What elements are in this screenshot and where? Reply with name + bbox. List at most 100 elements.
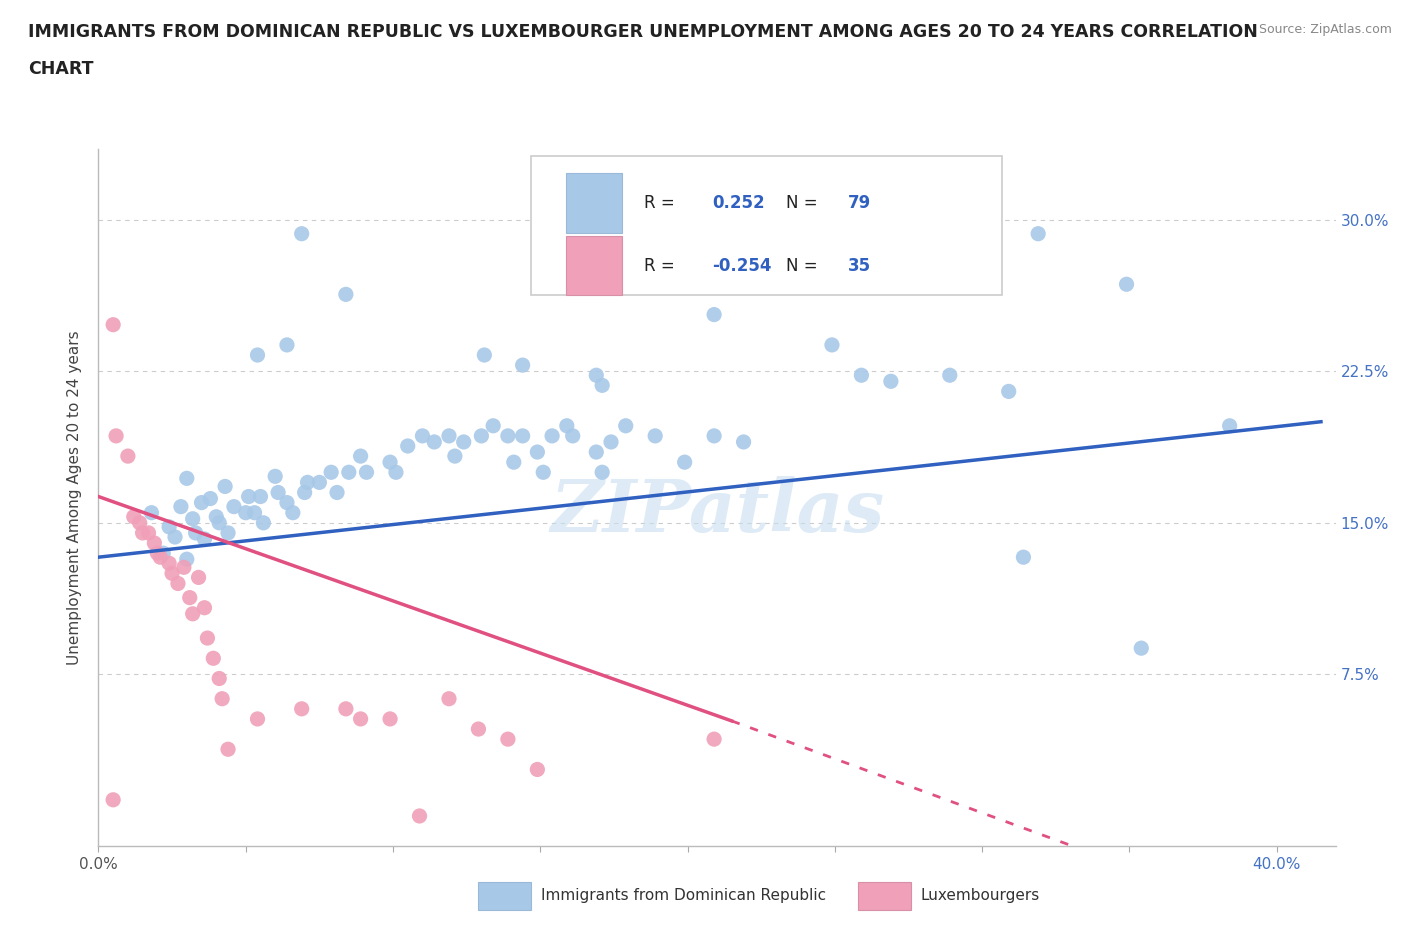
- Point: [193, 532, 215, 547]
- Point: [122, 510, 145, 525]
- Point: [190, 495, 212, 510]
- Point: [526, 445, 548, 459]
- Point: [173, 560, 195, 575]
- Point: [1012, 550, 1035, 565]
- Text: ZIPatlas: ZIPatlas: [550, 476, 884, 547]
- Point: [733, 434, 755, 449]
- Point: [337, 465, 360, 480]
- Point: [197, 631, 219, 645]
- Point: [238, 489, 260, 504]
- Point: [437, 691, 460, 706]
- Point: [131, 525, 153, 540]
- Point: [821, 338, 844, 352]
- Point: [181, 606, 204, 621]
- Text: Luxembourgers: Luxembourgers: [921, 888, 1040, 903]
- Point: [385, 465, 408, 480]
- Point: [157, 520, 180, 535]
- Point: [167, 576, 190, 591]
- Point: [101, 317, 124, 332]
- FancyBboxPatch shape: [567, 173, 621, 232]
- Point: [356, 465, 378, 480]
- Text: IMMIGRANTS FROM DOMINICAN REPUBLIC VS LUXEMBOURGER UNEMPLOYMENT AMONG AGES 20 TO: IMMIGRANTS FROM DOMINICAN REPUBLIC VS LU…: [28, 23, 1258, 41]
- Point: [205, 510, 228, 525]
- Point: [880, 374, 903, 389]
- Point: [184, 525, 207, 540]
- Point: [411, 429, 433, 444]
- Point: [297, 475, 319, 490]
- Point: [187, 570, 209, 585]
- Point: [396, 439, 419, 454]
- Point: [453, 434, 475, 449]
- Point: [138, 525, 160, 540]
- Point: [176, 551, 198, 566]
- Point: [291, 701, 314, 716]
- Point: [512, 358, 534, 373]
- Point: [157, 556, 180, 571]
- Point: [335, 287, 357, 302]
- Y-axis label: Unemployment Among Ages 20 to 24 years: Unemployment Among Ages 20 to 24 years: [67, 330, 83, 665]
- Point: [217, 525, 239, 540]
- Point: [143, 536, 166, 551]
- Point: [1026, 226, 1049, 241]
- Point: [349, 448, 371, 463]
- Point: [423, 434, 446, 449]
- Point: [267, 485, 290, 500]
- Point: [1130, 641, 1153, 656]
- Point: [673, 455, 696, 470]
- Point: [200, 491, 222, 506]
- Point: [202, 651, 225, 666]
- Point: [246, 348, 269, 363]
- Text: 0.252: 0.252: [711, 194, 765, 212]
- Point: [235, 505, 257, 520]
- Point: [291, 226, 314, 241]
- Text: R =: R =: [644, 194, 681, 212]
- Point: [444, 448, 467, 463]
- Point: [531, 465, 554, 480]
- Point: [326, 485, 349, 500]
- Point: [585, 367, 607, 382]
- Point: [214, 479, 236, 494]
- Point: [939, 367, 962, 382]
- Point: [1219, 418, 1241, 433]
- Point: [208, 671, 231, 686]
- FancyBboxPatch shape: [531, 156, 1001, 296]
- Point: [335, 701, 357, 716]
- Point: [470, 429, 492, 444]
- Point: [294, 485, 316, 500]
- Point: [378, 455, 401, 470]
- Point: [997, 384, 1019, 399]
- Point: [349, 711, 371, 726]
- Point: [181, 512, 204, 526]
- Point: [211, 691, 233, 706]
- Point: [208, 515, 231, 530]
- Point: [482, 418, 505, 433]
- Point: [252, 515, 274, 530]
- Point: [408, 808, 430, 823]
- Point: [1115, 277, 1137, 292]
- Point: [437, 429, 460, 444]
- Point: [496, 732, 519, 747]
- Point: [193, 600, 215, 615]
- Text: CHART: CHART: [28, 60, 94, 78]
- Point: [644, 429, 666, 444]
- Point: [555, 418, 578, 433]
- Text: N =: N =: [786, 257, 824, 274]
- Text: 35: 35: [848, 257, 872, 274]
- Point: [308, 475, 330, 490]
- Point: [378, 711, 401, 726]
- Point: [591, 378, 613, 392]
- Point: [105, 429, 128, 444]
- Point: [264, 469, 287, 484]
- Point: [281, 505, 304, 520]
- Point: [152, 546, 174, 561]
- Point: [249, 489, 271, 504]
- Point: [703, 429, 725, 444]
- Point: [561, 429, 583, 444]
- Point: [117, 448, 139, 463]
- Point: [276, 338, 298, 352]
- Point: [149, 550, 172, 565]
- Point: [176, 471, 198, 485]
- Point: [217, 742, 239, 757]
- Text: Immigrants from Dominican Republic: Immigrants from Dominican Republic: [541, 888, 827, 903]
- Point: [703, 307, 725, 322]
